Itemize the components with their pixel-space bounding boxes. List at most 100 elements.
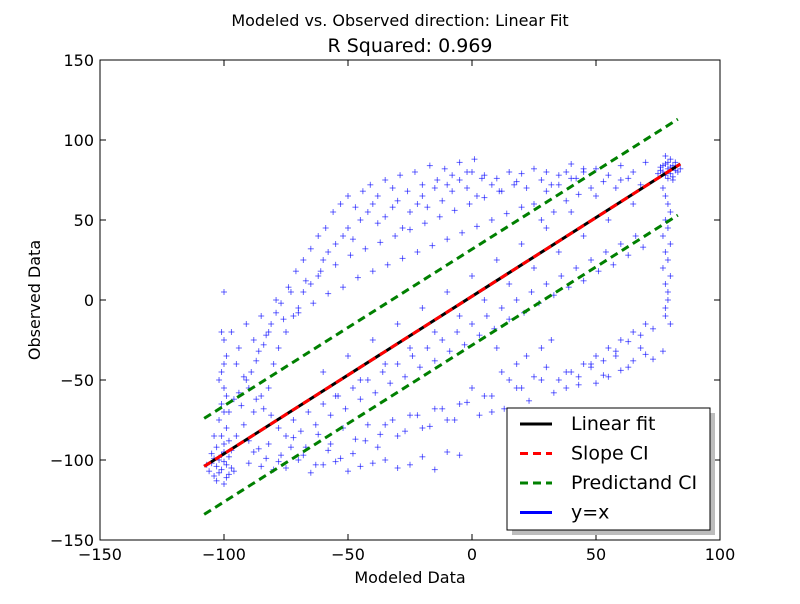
legend-entries: Linear fit Slope CI Predictand CI y=x <box>520 413 697 524</box>
scatter-point <box>290 434 297 441</box>
scatter-point <box>374 220 381 227</box>
scatter-point <box>409 353 416 359</box>
scatter-point <box>662 281 669 287</box>
scatter-point <box>563 385 570 391</box>
scatter-point <box>672 159 679 166</box>
scatter-point <box>602 249 609 255</box>
scatter-point <box>325 290 332 297</box>
scatter-point <box>662 305 669 311</box>
scatter-point <box>669 177 676 183</box>
scatter-point <box>538 377 545 383</box>
x-tick-label: −50 <box>331 545 365 564</box>
legend-label: Predictand CI <box>571 472 697 494</box>
scatter-point <box>327 441 334 447</box>
scatter-point <box>498 305 505 311</box>
scatter-point <box>543 188 550 195</box>
scatter-point <box>476 332 483 339</box>
scatter-point <box>377 431 384 438</box>
scatter-point <box>451 417 458 423</box>
scatter-point <box>238 402 245 409</box>
scatter-point <box>664 297 671 303</box>
x-tick-label: −150 <box>78 545 122 564</box>
scatter-point <box>345 353 351 359</box>
scatter-point <box>630 357 637 364</box>
scatter-point <box>642 321 649 327</box>
scatter-point <box>315 273 322 279</box>
scatter-point <box>538 177 545 183</box>
scatter-point <box>285 284 292 291</box>
scatter-point <box>349 236 356 243</box>
scatter-point <box>337 201 344 207</box>
scatter-point <box>416 364 423 371</box>
scatter-point <box>664 289 671 295</box>
scatter-point <box>424 204 431 211</box>
scatter-point <box>617 177 624 183</box>
scatter-point <box>265 385 272 391</box>
predictand-ci-line <box>203 213 679 516</box>
scatter-point <box>235 345 242 351</box>
scatter-point <box>225 409 232 415</box>
scatter-point <box>456 452 463 459</box>
scatter-point <box>528 289 535 295</box>
scatter-point <box>531 265 537 271</box>
scatter-point <box>221 481 227 487</box>
scatter-point <box>411 169 418 175</box>
scatter-point <box>367 181 374 188</box>
scatter-point <box>332 458 339 465</box>
scatter-point <box>593 165 599 172</box>
scatter-point <box>382 361 389 367</box>
scatter-point <box>320 257 327 263</box>
y-tick-label: −100 <box>50 451 94 470</box>
scatter-point <box>667 273 674 279</box>
scatter-point <box>283 329 289 335</box>
scatter-point <box>320 461 327 468</box>
scatter-point <box>466 201 473 207</box>
scatter-point <box>218 466 225 473</box>
scatter-point <box>424 345 431 351</box>
scatter-point <box>258 393 265 399</box>
scatter-point <box>273 309 280 316</box>
scatter-point <box>362 245 369 252</box>
scatter-point <box>218 433 225 439</box>
scatter-point <box>655 170 661 177</box>
scatter-point <box>325 447 332 454</box>
scatter-point <box>558 273 565 279</box>
scatter-point <box>394 465 401 471</box>
scatter-point <box>444 289 451 295</box>
scatter-point <box>630 329 637 335</box>
scatter-point <box>290 313 297 319</box>
scatter-point <box>327 412 334 419</box>
scatter-point <box>580 233 587 239</box>
y-axis-ticks: −150 −100 −50 0 50 100 150 <box>50 51 720 550</box>
scatter-point <box>674 169 681 175</box>
scatter-point <box>568 161 575 167</box>
scatter-point <box>414 249 421 255</box>
scatter-point <box>531 201 537 207</box>
scatter-point <box>240 373 247 380</box>
scatter-point <box>664 257 671 263</box>
scatter-point <box>364 377 371 383</box>
scatter-point <box>610 261 617 268</box>
scatter-point <box>555 181 562 188</box>
scatter-point <box>278 452 285 459</box>
scatter-point <box>345 193 351 199</box>
x-tick-label: 100 <box>705 545 736 564</box>
scatter-point <box>637 332 644 339</box>
scatter-point <box>369 268 376 275</box>
scatter-point <box>394 321 401 327</box>
scatter-point <box>617 367 624 374</box>
scatter-point <box>555 249 562 255</box>
scatter-point <box>431 466 438 473</box>
scatter-point <box>233 361 240 367</box>
scatter-point <box>265 329 272 335</box>
scatter-point <box>625 175 632 182</box>
scatter-point <box>659 265 666 271</box>
scatter-point <box>223 393 230 399</box>
scatter-point <box>342 405 349 412</box>
scatter-point <box>255 348 262 355</box>
scatter-point <box>258 463 265 470</box>
scatter-point <box>218 329 225 335</box>
scatter-point <box>617 337 624 343</box>
scatter-point <box>667 209 674 215</box>
scatter-point <box>357 463 364 470</box>
